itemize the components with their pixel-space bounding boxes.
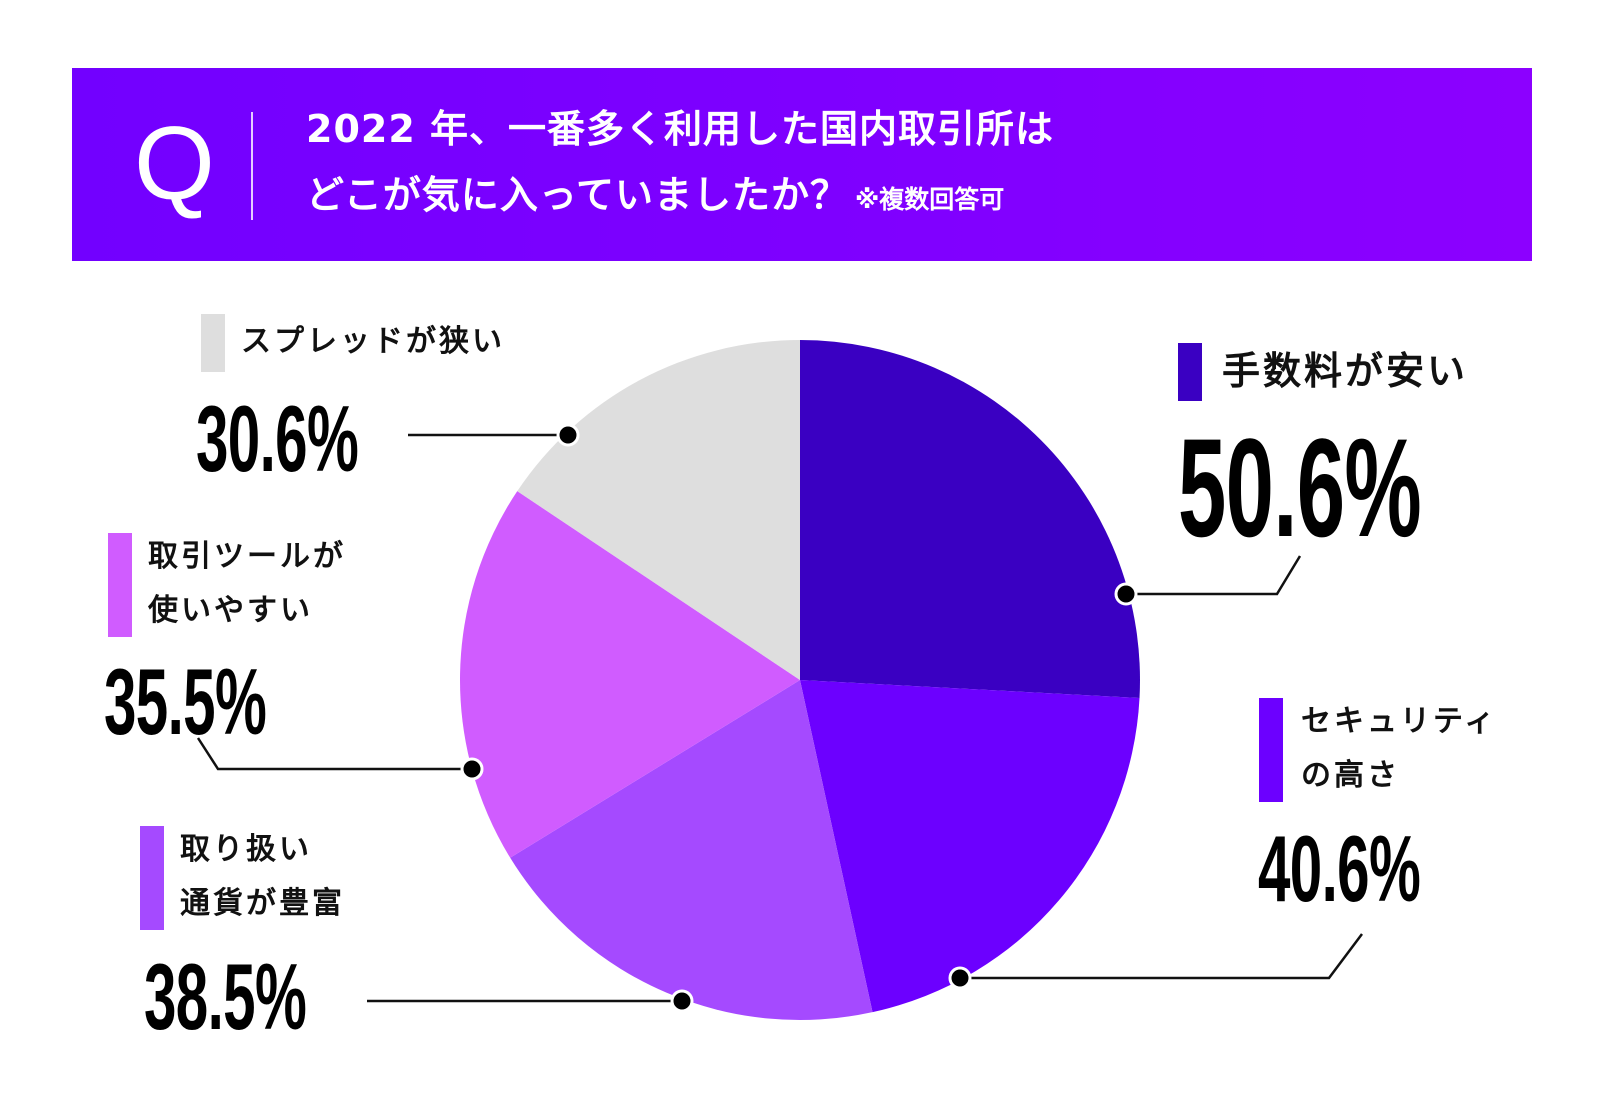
pie-slice-1 bbox=[800, 680, 1140, 1013]
value-currencies: 38.5% bbox=[144, 944, 307, 1049]
value-security: 40.6% bbox=[1258, 816, 1421, 921]
legend-label-currencies-2: 通貨が豊富 bbox=[180, 886, 345, 921]
leader-dot-security bbox=[948, 966, 972, 990]
question-line-1: 2022 年、一番多く利用した国内取引所は bbox=[306, 107, 1054, 151]
leader-line-security bbox=[960, 933, 1363, 980]
leader-dot-fees bbox=[1114, 582, 1138, 606]
legend-label-tools-2: 使いやすい bbox=[148, 593, 313, 628]
banner-divider bbox=[251, 112, 253, 220]
pie-slice-2 bbox=[510, 680, 873, 1020]
legend-label-security-1: セキュリティ bbox=[1301, 704, 1498, 739]
legend-swatch-spread bbox=[201, 314, 225, 372]
q-letter: Q bbox=[134, 106, 215, 222]
value-tools: 35.5% bbox=[104, 649, 267, 754]
leader-dots bbox=[460, 423, 1138, 1013]
question-line-2: どこが気に入っていましたか？ ※複数回答可 bbox=[306, 170, 1004, 225]
pie-slice-0 bbox=[800, 340, 1140, 698]
value-spread: 30.6% bbox=[196, 386, 359, 491]
leader-dot-currencies bbox=[670, 989, 694, 1013]
legend-label-spread: スプレッドが狭い bbox=[241, 324, 505, 359]
legend-swatch-tools bbox=[108, 533, 132, 637]
legend-label-fees: 手数料が安い bbox=[1222, 349, 1469, 393]
leader-dot-tools bbox=[460, 757, 484, 781]
legend-label-tools-1: 取引ツールが bbox=[148, 539, 346, 574]
question-banner bbox=[72, 68, 1532, 261]
legend-label-security-2: の高さ bbox=[1301, 758, 1400, 793]
legend-swatch-currencies bbox=[140, 826, 164, 930]
legend-label-currencies-1: 取り扱い bbox=[180, 832, 312, 867]
pie-slice-3 bbox=[459, 491, 800, 858]
leader-dot-spread bbox=[556, 423, 580, 447]
question-note: ※複数回答可 bbox=[854, 185, 1005, 214]
legend-swatch-fees bbox=[1178, 343, 1202, 401]
leader-line-tools bbox=[196, 737, 472, 771]
pie-slice-4 bbox=[517, 340, 800, 680]
pie-slices bbox=[459, 340, 1140, 1020]
leader-line-fees bbox=[1126, 555, 1302, 596]
leader-lines bbox=[196, 433, 1363, 1003]
value-fees: 50.6% bbox=[1178, 409, 1422, 566]
legend-swatch-security bbox=[1259, 698, 1283, 802]
question-line-2-text: どこが気に入っていましたか？ bbox=[306, 173, 849, 217]
